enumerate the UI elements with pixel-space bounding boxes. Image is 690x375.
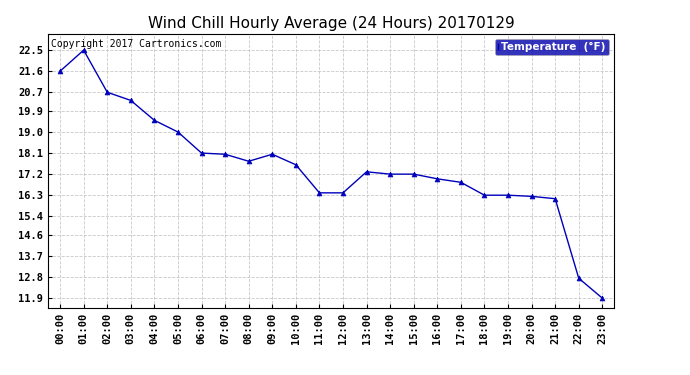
Text: Copyright 2017 Cartronics.com: Copyright 2017 Cartronics.com <box>51 39 221 49</box>
Title: Wind Chill Hourly Average (24 Hours) 20170129: Wind Chill Hourly Average (24 Hours) 201… <box>148 16 515 31</box>
Legend: Temperature  (°F): Temperature (°F) <box>495 39 609 55</box>
